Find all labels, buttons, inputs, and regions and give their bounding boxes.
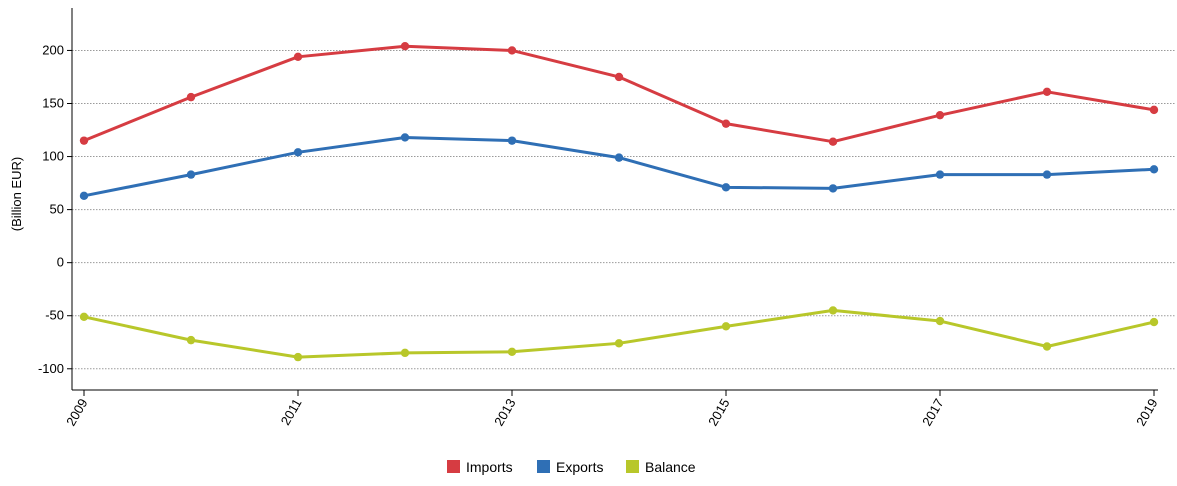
x-tick-label: 2017 (919, 396, 946, 429)
legend-label: Exports (556, 459, 603, 475)
legend-item-exports: Exports (537, 459, 603, 475)
data-point (828, 184, 838, 193)
data-point (721, 119, 731, 128)
series-imports (79, 42, 1159, 146)
series-balance (79, 306, 1159, 362)
data-point (614, 339, 624, 348)
legend-label: Balance (645, 459, 696, 475)
legend-label: Imports (466, 459, 513, 475)
data-point (507, 46, 517, 55)
data-point (828, 306, 838, 315)
x-tick-label: 2013 (491, 396, 518, 429)
data-point (507, 347, 517, 356)
data-point (293, 352, 303, 362)
series-line (83, 44, 1155, 144)
data-point (935, 170, 945, 179)
y-axis-title: (Billion EUR) (9, 157, 24, 231)
data-point (614, 72, 624, 82)
x-tick-label: 2015 (705, 396, 732, 429)
data-point (186, 170, 196, 179)
data-point (721, 322, 731, 331)
series-exports (79, 133, 1159, 201)
data-point (400, 348, 410, 358)
data-point (614, 153, 624, 162)
y-tick-label: 150 (42, 96, 64, 111)
data-point (935, 110, 945, 120)
legend-swatch (447, 460, 460, 473)
y-tick-label: 50 (50, 202, 64, 217)
data-point (79, 191, 89, 201)
y-ticks: -100 -50 0 50 100 150 200 (38, 42, 72, 376)
data-point (1042, 342, 1052, 351)
y-tick-label: 0 (57, 255, 64, 270)
data-point (828, 137, 838, 146)
data-point (293, 148, 303, 157)
data-point (1042, 87, 1052, 97)
data-point (721, 183, 731, 192)
series (79, 42, 1159, 362)
legend-swatch (626, 460, 639, 473)
data-point (79, 312, 89, 321)
x-tick-label: 2011 (278, 396, 305, 428)
y-tick-label: 100 (42, 149, 64, 164)
series-line (83, 135, 1155, 198)
legend-item-balance: Balance (626, 459, 696, 475)
legend: Imports Exports Balance (447, 459, 696, 475)
data-point (79, 136, 89, 145)
data-point (507, 136, 517, 145)
data-point (1149, 165, 1159, 174)
legend-swatch (537, 460, 550, 473)
legend-item-imports: Imports (447, 459, 513, 475)
x-ticks: 2009 2011 2013 2015 2017 2019 (63, 390, 1161, 429)
axes: (Billion EUR) (9, 8, 1158, 391)
y-tick-label: -100 (38, 361, 64, 376)
data-point (186, 335, 196, 345)
data-point (1149, 317, 1159, 327)
series-line (83, 308, 1155, 359)
x-tick-label: 2009 (63, 396, 90, 429)
data-point (400, 42, 410, 51)
data-point (186, 92, 196, 102)
grid (72, 49, 1175, 370)
data-point (1149, 105, 1159, 115)
data-point (400, 133, 410, 142)
data-point (935, 316, 945, 326)
y-tick-label: -50 (45, 308, 64, 323)
data-point (1042, 170, 1052, 179)
data-point (293, 52, 303, 62)
x-tick-label: 2019 (1133, 396, 1160, 429)
y-tick-label: 200 (42, 42, 64, 57)
